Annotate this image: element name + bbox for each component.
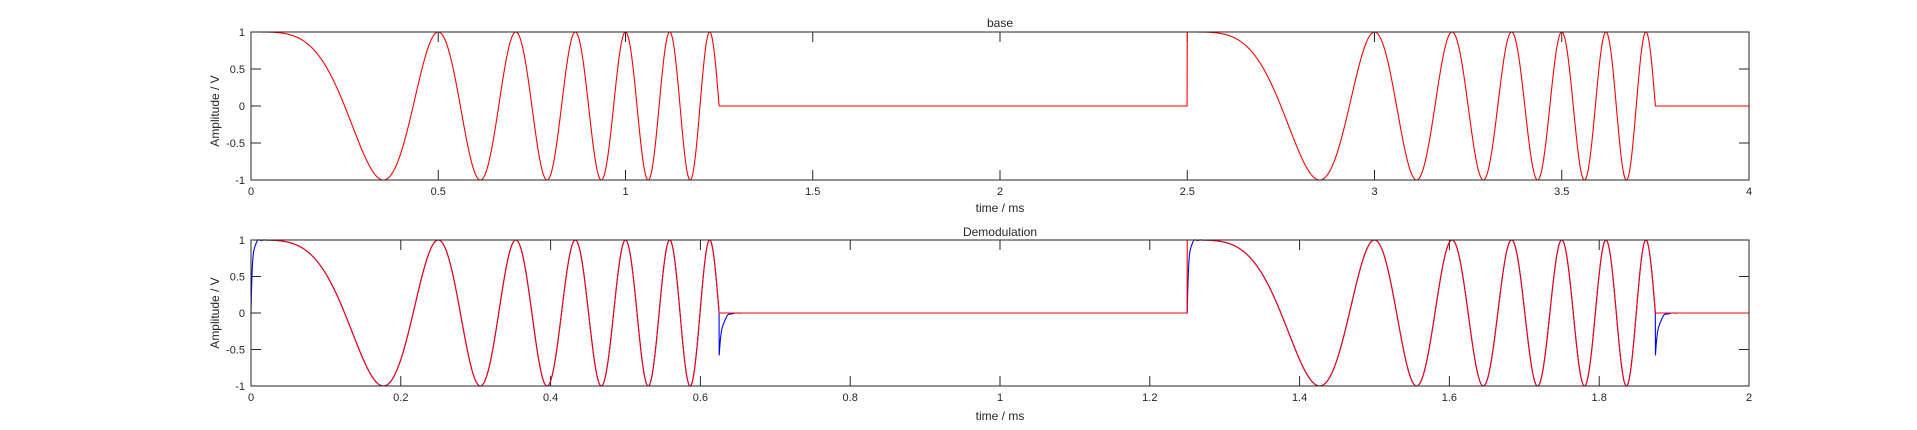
y-tick-label: 0	[239, 308, 245, 320]
x-tick-label: 0.2	[393, 392, 408, 404]
x-tick-label: 3	[1371, 186, 1377, 198]
subplot-demodulation: Demodulation time / ms Amplitude / V 0 0.…	[208, 225, 1752, 423]
y-tick-label: 0	[239, 101, 245, 113]
x-tick-label: 1	[622, 186, 628, 198]
y-tick-label: 1	[239, 27, 245, 39]
y-tick-label: 1	[239, 235, 245, 247]
subplot-base: base time / ms Amplitude / V 0 0.5 1 1.5 2 2.…	[208, 16, 1752, 215]
series-line-base-0	[251, 31, 1749, 181]
plot-title-demodulation: Demodulation	[963, 225, 1037, 239]
x-tick-label: 1.2	[1142, 392, 1157, 404]
series-line-demodulation-1	[251, 239, 1749, 387]
y-tick-label: -1	[235, 175, 245, 187]
y-axis-label-demodulation: Amplitude / V	[208, 277, 222, 348]
y-tick-label: -1	[235, 381, 245, 393]
y-tick-label: -0.5	[226, 345, 245, 357]
y-tick-label: -0.5	[226, 138, 245, 150]
x-axis-label-base: time / ms	[976, 201, 1025, 215]
x-tick-label: 1	[997, 392, 1003, 404]
x-tick-label: 1.6	[1442, 392, 1457, 404]
x-tick-label: 2	[997, 186, 1003, 198]
x-tick-label: 0.4	[543, 392, 558, 404]
x-axis-label-demodulation: time / ms	[976, 409, 1025, 423]
x-tick-label: 0	[248, 392, 254, 404]
x-tick-label: 4	[1746, 186, 1752, 198]
x-tick-label: 0.8	[843, 392, 858, 404]
x-tick-label: 2.5	[1180, 186, 1195, 198]
y-axis-label-base: Amplitude / V	[208, 75, 222, 146]
x-tick-label: 0.6	[693, 392, 708, 404]
plot-frame-demodulation	[250, 239, 1750, 387]
x-tick-label: 3.5	[1554, 186, 1569, 198]
plot-title-base: base	[987, 16, 1013, 30]
x-tick-label: 1.8	[1592, 392, 1607, 404]
y-tick-label: 0.5	[230, 64, 245, 76]
x-tick-label: 0.5	[431, 186, 446, 198]
plot-frame-base	[250, 31, 1750, 181]
x-tick-label: 2	[1746, 392, 1752, 404]
x-tick-label: 1.5	[805, 186, 820, 198]
y-tick-label: 0.5	[230, 272, 245, 284]
series-group-demodulation	[250, 239, 1749, 387]
x-tick-label: 0	[248, 186, 254, 198]
x-tick-label: 1.4	[1292, 392, 1307, 404]
series-group-base	[251, 31, 1749, 181]
